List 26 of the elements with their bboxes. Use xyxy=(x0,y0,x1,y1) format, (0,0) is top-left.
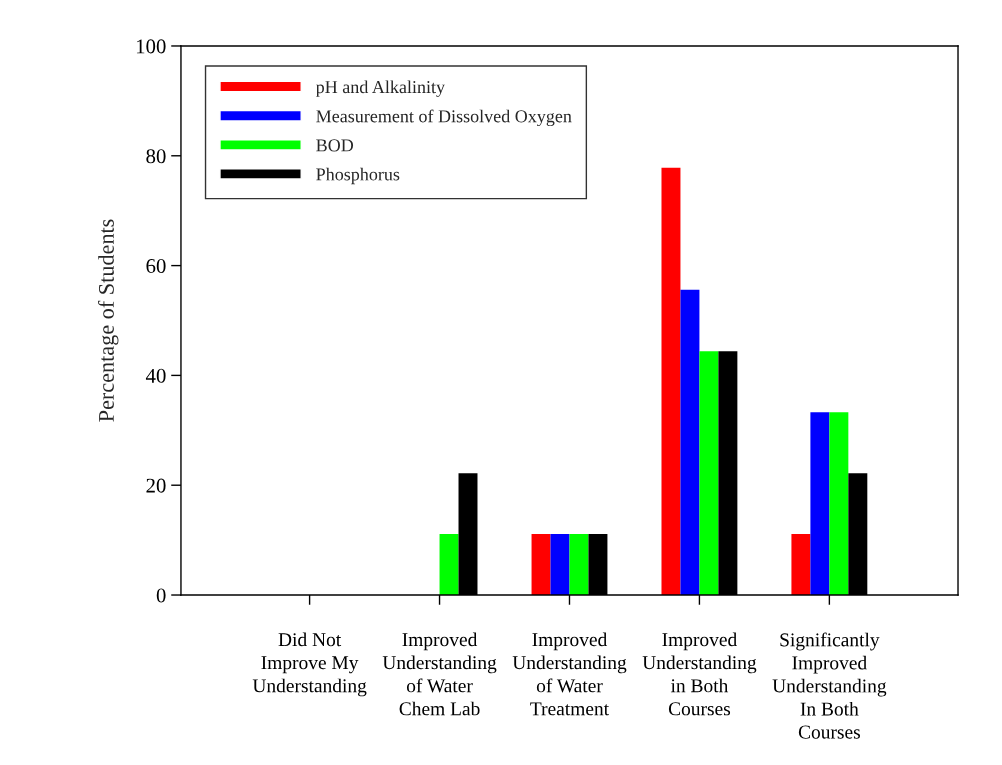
y-tick-label: 40 xyxy=(145,368,166,383)
bar xyxy=(550,534,570,596)
y-tick-label: 60 xyxy=(146,258,166,274)
x-tick-label: Did Not Improve My Understanding xyxy=(252,632,367,697)
legend-label: pH and Alkalinity xyxy=(315,80,445,97)
bar xyxy=(439,534,459,596)
bar xyxy=(829,412,849,596)
x-tick-label: Improved Understanding of Water Chem Lab xyxy=(382,632,497,716)
bar xyxy=(661,167,681,596)
bar xyxy=(531,534,551,596)
bar xyxy=(569,534,589,596)
y-tick-label: 20 xyxy=(146,478,166,493)
y-tick-label: 0 xyxy=(156,588,166,603)
y-axis-title: Percentage of Students xyxy=(98,219,119,422)
x-tick-label: Improved Understanding in Both Courses xyxy=(642,632,757,716)
legend-label: Phosphorus xyxy=(316,167,400,185)
legend-label: Measurement of Dissolved Oxygen xyxy=(316,109,572,127)
bar xyxy=(699,351,719,596)
y-tick-label: 100 xyxy=(136,39,166,54)
x-tick-label: Significantly Improved Understanding In Both Courses xyxy=(772,632,887,739)
bar xyxy=(810,412,830,596)
bar xyxy=(680,289,700,596)
legend-label: BOD xyxy=(316,139,354,152)
y-tick-label: 80 xyxy=(146,149,166,164)
x-tick-label: Improved Understanding of Water Treatment xyxy=(512,632,627,716)
bar xyxy=(791,534,811,596)
